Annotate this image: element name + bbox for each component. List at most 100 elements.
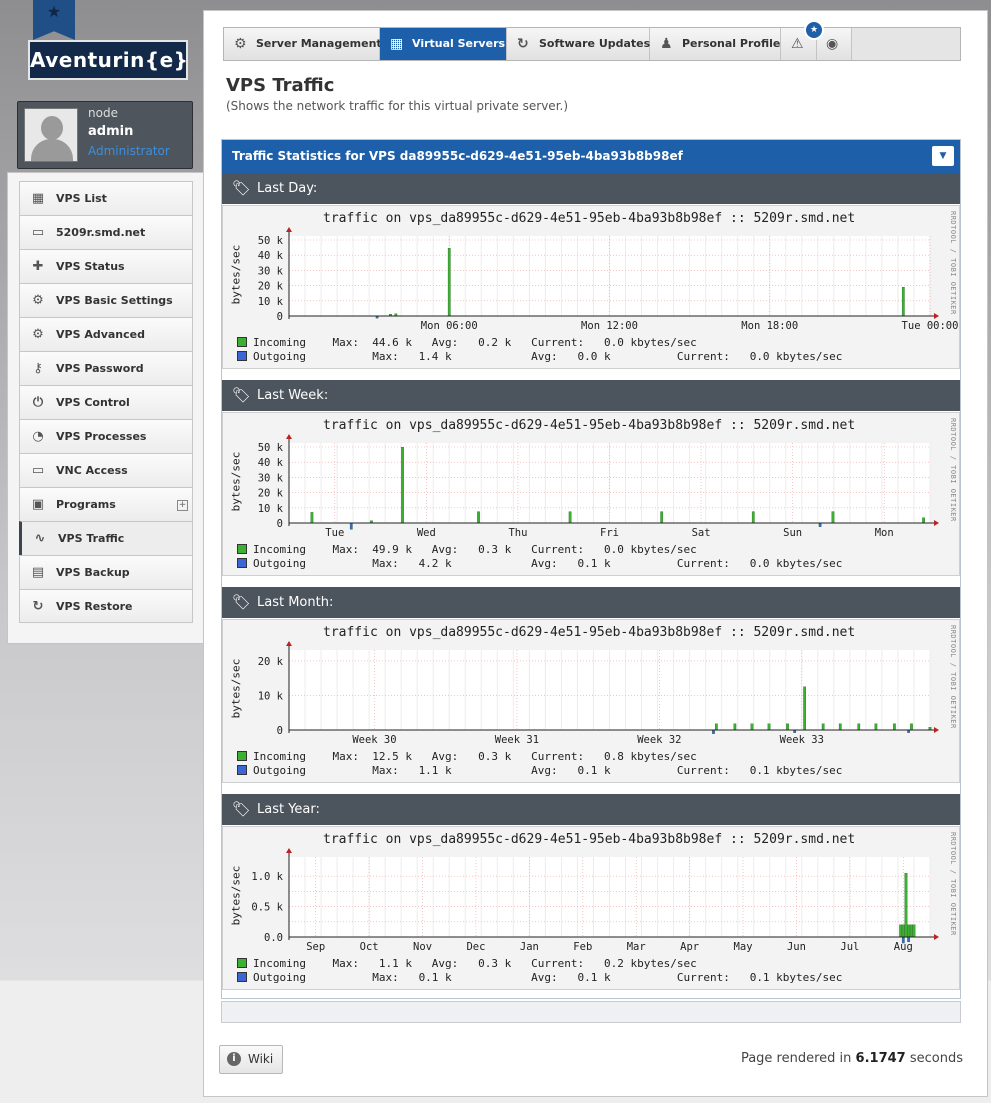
y-axis-arrow-icon <box>286 641 292 646</box>
tab-label: Virtual Servers <box>412 37 506 50</box>
tab-alerts[interactable]: ⚠ <box>781 28 817 60</box>
section-title: Last Day: <box>257 181 318 196</box>
incoming-bar <box>907 924 910 938</box>
x-tick-label: Apr <box>680 941 699 953</box>
incoming-swatch <box>237 337 247 347</box>
notification-badge-icon[interactable]: ★ <box>804 20 824 40</box>
outgoing-swatch <box>237 765 247 775</box>
tab-logout[interactable]: ◉ <box>817 28 852 60</box>
sidebar-item-label: VPS List <box>56 192 107 205</box>
sidebar-item-programs[interactable]: ▣ Programs + <box>19 487 193 521</box>
user-node: node <box>88 106 118 120</box>
incoming-swatch <box>237 751 247 761</box>
y-tick-label: 50 k <box>258 235 284 247</box>
traffic-chart: 0 10 k 20 k 30 k 40 k 50 k Tue Wed Thu Fri Sat Sun M… <box>258 434 939 539</box>
sidebar-item-vps-basic-settings[interactable]: ⚙ VPS Basic Settings <box>19 283 193 317</box>
incoming-bar <box>831 511 835 524</box>
section-header: 🏷 Last Month: <box>222 587 960 618</box>
gear-icon: ⚙ <box>32 293 44 308</box>
x-tick-label: Tue <box>325 527 344 539</box>
incoming-bar <box>893 723 896 731</box>
sidebar-item-vps-traffic[interactable]: ∿ VPS Traffic <box>19 521 193 555</box>
sidebar-item-vps-list[interactable]: ▦ VPS List <box>19 181 193 215</box>
sidebar-item-vps-password[interactable]: ⚷ VPS Password <box>19 351 193 385</box>
sidebar-item-label: VPS Traffic <box>58 532 125 545</box>
line-chart-icon: ∿ <box>34 531 46 546</box>
main-content: ⚙ Server Management ▦ Virtual Servers ↻ … <box>203 10 988 1097</box>
y-axis-label: bytes/sec <box>229 658 243 719</box>
outgoing-swatch <box>237 351 247 361</box>
incoming-bar <box>447 248 451 317</box>
wiki-button[interactable]: i Wiki <box>219 1045 283 1074</box>
tag-icon: 🏷 <box>232 800 252 818</box>
rrdtool-credit: RRDTOOL / TOBI OETIKER <box>949 625 957 729</box>
y-tick-label: 0.5 k <box>251 902 283 914</box>
sidebar-item-label: Programs <box>56 498 116 511</box>
avatar <box>24 108 78 162</box>
y-axis-label: bytes/sec <box>229 451 243 512</box>
tab-label: Personal Profile <box>682 37 781 50</box>
user-role-link[interactable]: Administrator <box>88 144 170 158</box>
y-tick-label: 50 k <box>258 442 284 454</box>
sidebar-item-vps-restore[interactable]: ↻ VPS Restore <box>19 589 193 623</box>
sidebar-nav: ▦ VPS List ▭ 5209r.smd.net ✚ VPS Status ⚙ VPS B… <box>7 172 204 644</box>
x-tick-label: Week 33 <box>780 734 824 746</box>
incoming-bar <box>901 286 905 317</box>
sidebar-item-vps-backup[interactable]: ▤ VPS Backup <box>19 555 193 589</box>
y-tick-label: 10 k <box>258 690 284 702</box>
sidebar-item-vps-status[interactable]: ✚ VPS Status <box>19 249 193 283</box>
section-header: 🏷 Last Day: <box>222 173 960 204</box>
y-tick-label: 40 k <box>258 457 284 469</box>
y-tick-label: 30 k <box>258 265 284 277</box>
user-name: admin <box>88 124 134 139</box>
user-card: node admin Administrator <box>17 101 193 169</box>
y-axis-label: bytes/sec <box>229 865 243 926</box>
sidebar-item-label: VPS Restore <box>56 600 133 613</box>
sidebar-item-vps-advanced-settings[interactable]: ⚙VPS Advanced Settings <box>19 317 193 374</box>
tab-virtual-servers[interactable]: ▦ Virtual Servers <box>380 28 507 60</box>
incoming-bar <box>401 447 404 524</box>
legend-outgoing: Outgoing Max: 1.4 k Avg: 0.0 k Current: … <box>237 350 842 364</box>
x-tick-label: Week 32 <box>637 734 681 746</box>
rrdtool-credit: RRDTOOL / TOBI OETIKER <box>949 418 957 522</box>
sidebar-item-vps-processes[interactable]: ◔ VPS Processes <box>19 419 193 453</box>
tab-personal-profile[interactable]: ♟ Personal Profile <box>650 28 781 60</box>
collapse-icon[interactable]: ▼ <box>932 146 954 166</box>
incoming-bar <box>922 517 925 524</box>
outgoing-bar <box>349 522 353 530</box>
expand-icon[interactable]: + <box>177 500 188 511</box>
graph-title: traffic on vps_da89955c-d629-4e51-95eb-4… <box>323 418 856 433</box>
x-tick-label: Fri <box>600 527 619 539</box>
incoming-bar <box>310 512 314 524</box>
page-subtitle: (Shows the network traffic for this virt… <box>226 99 569 113</box>
tab-server-management[interactable]: ⚙ Server Management <box>224 28 382 60</box>
tab-software-updates[interactable]: ↻ Software Updates <box>507 28 650 60</box>
grid-icon: ▦ <box>390 36 404 52</box>
traffic-chart: 0 10 k 20 k 30 k 40 k 50 k Mon 06:00 Mon 12:00 M… <box>258 227 959 332</box>
plug-icon: ⏻ <box>32 395 44 410</box>
outgoing-bar <box>712 729 715 734</box>
logo[interactable]: ★ Aventurin{e} <box>28 0 188 82</box>
graph-title: traffic on vps_da89955c-d629-4e51-95eb-4… <box>323 211 856 226</box>
traffic-graph: 0.0 0.5 k 1.0 k Sep Oct Nov Dec Jan Feb Mar Apr May… <box>222 826 960 990</box>
traffic-panel: Traffic Statistics for VPS da89955c-d629… <box>221 139 961 999</box>
y-axis-arrow-icon <box>286 848 292 853</box>
x-axis-arrow-icon <box>934 520 939 526</box>
sidebar-item-vnc-access[interactable]: ▭ VNC Access <box>19 453 193 487</box>
x-axis-arrow-icon <box>934 313 939 319</box>
legend-incoming: Incoming Max: 49.9 k Avg: 0.3 k Current:… <box>237 543 697 557</box>
sidebar-item-5209r-smd-net[interactable]: ▭ 5209r.smd.net <box>19 215 193 249</box>
section-title: Last Month: <box>257 595 334 610</box>
x-tick-label: Thu <box>508 527 527 539</box>
sidebar-item-label: VPS Basic Settings <box>56 294 173 307</box>
x-tick-label: Feb <box>573 941 592 953</box>
y-tick-label: 40 k <box>258 250 284 262</box>
x-tick-label: Week 31 <box>495 734 539 746</box>
sidebar-item-vps-control[interactable]: ⏻ VPS Control <box>19 385 193 419</box>
refresh-icon: ↻ <box>517 36 529 52</box>
traffic-graph: 0 10 k 20 k 30 k 40 k 50 k Mon 06:00 Mon 12:00 M… <box>222 205 960 369</box>
x-tick-label: Mon 12:00 <box>581 320 638 332</box>
monitor-icon: ▭ <box>31 463 45 478</box>
brand-name: Aventurin{e} <box>28 40 188 80</box>
x-tick-label: Tue 00:00 <box>902 320 959 332</box>
